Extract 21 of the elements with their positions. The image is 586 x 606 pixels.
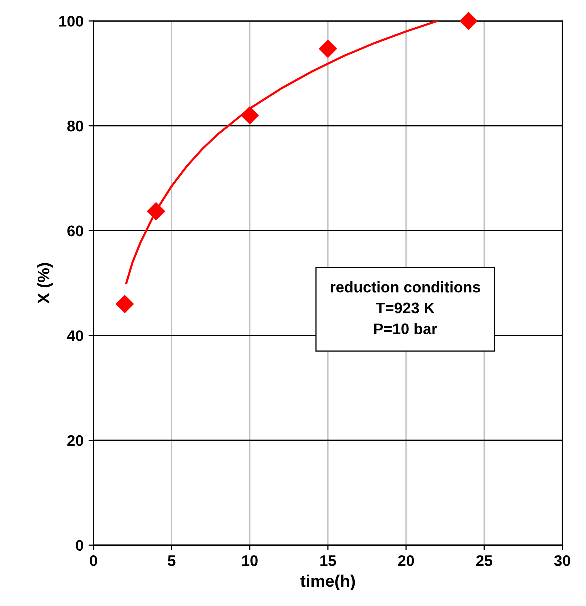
x-tick-label: 25 (476, 556, 492, 566)
point (460, 12, 478, 30)
x-tick-label: 15 (320, 556, 336, 566)
annotation: reduction conditions T=923 K P=10 bar (330, 282, 480, 334)
y-axis-title: X (%) (37, 263, 53, 304)
x-tick-label: 5 (168, 556, 176, 566)
x-tick-label: 30 (554, 556, 570, 566)
y-tick-label: 20 (68, 435, 84, 446)
point (147, 202, 166, 220)
y-tick-label: 60 (68, 226, 84, 237)
x-tick-label: 0 (90, 556, 98, 566)
y-tick-label: 100 (60, 16, 84, 27)
y-tick-label: 40 (67, 330, 84, 342)
point (241, 106, 259, 124)
point (319, 40, 338, 58)
x-axis-title: time(h) (300, 574, 356, 590)
y-tick-label: 80 (68, 120, 84, 132)
y-tick-label: 0 (76, 540, 84, 552)
point (116, 295, 134, 314)
x-tick-label: 10 (242, 556, 258, 566)
x-tick-label: 20 (398, 556, 414, 566)
